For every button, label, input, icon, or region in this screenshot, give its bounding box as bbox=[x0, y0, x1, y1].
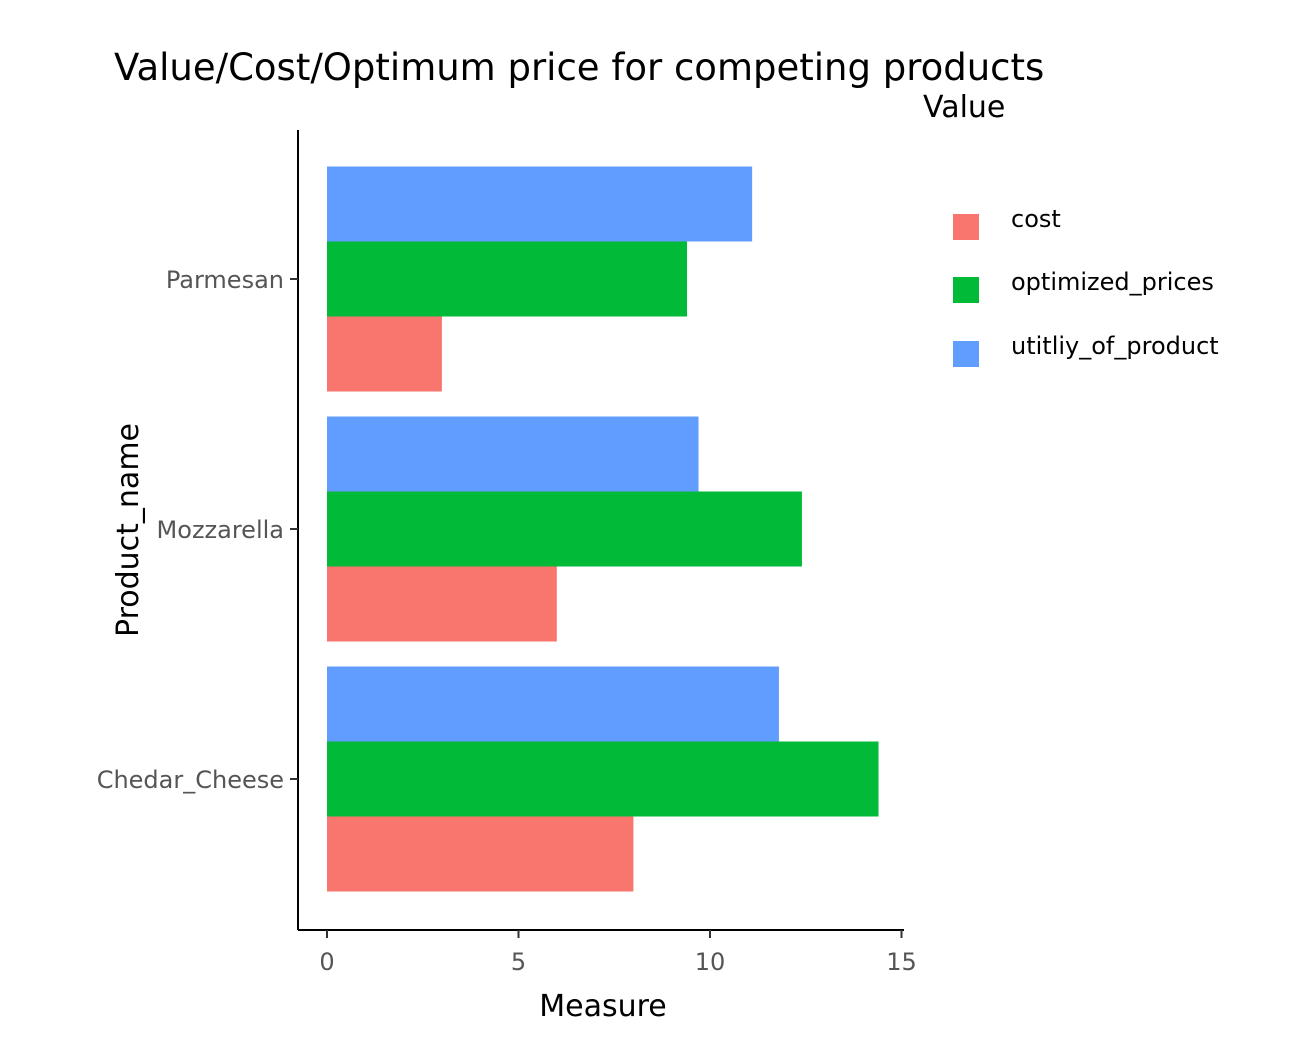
y-tick-label: Chedar_Cheese bbox=[97, 766, 284, 794]
x-axis-title: Measure bbox=[539, 989, 667, 1024]
chart-title: Value/Cost/Optimum price for competing p… bbox=[114, 46, 1044, 89]
legend-swatch-cost bbox=[953, 214, 979, 240]
bar-utitliy_of_product-Parmesan bbox=[327, 167, 752, 242]
legend-label-utitliy_of_product: utitliy_of_product bbox=[1011, 332, 1219, 360]
bar-utitliy_of_product-Mozzarella bbox=[327, 417, 699, 492]
bar-optimized_prices-Mozzarella bbox=[327, 492, 802, 567]
bar-cost-Chedar_Cheese bbox=[327, 817, 633, 892]
bar-utitliy_of_product-Chedar_Cheese bbox=[327, 667, 779, 742]
legend-title: Value bbox=[923, 90, 1005, 125]
x-axis-ticks: 0 5 10 15 bbox=[319, 930, 916, 976]
bars-group bbox=[327, 167, 879, 892]
bar-optimized_prices-Chedar_Cheese bbox=[327, 742, 879, 817]
legend-label-optimized_prices: optimized_prices bbox=[1011, 268, 1214, 296]
legend: cost optimized_prices utitliy_of_product bbox=[953, 205, 1219, 367]
x-tick-label: 10 bbox=[695, 948, 726, 976]
bar-cost-Mozzarella bbox=[327, 567, 557, 642]
y-axis-title: Product_name bbox=[111, 423, 146, 637]
legend-label-cost: cost bbox=[1011, 205, 1061, 233]
bar-cost-Parmesan bbox=[327, 317, 442, 392]
bar-optimized_prices-Parmesan bbox=[327, 242, 687, 317]
y-tick-label: Parmesan bbox=[166, 266, 284, 294]
legend-swatch-optimized_prices bbox=[953, 277, 979, 303]
x-tick-label: 5 bbox=[511, 948, 526, 976]
y-tick-label: Mozzarella bbox=[157, 516, 284, 544]
legend-swatch-utitliy_of_product bbox=[953, 341, 979, 367]
x-tick-label: 15 bbox=[886, 948, 917, 976]
x-tick-label: 0 bbox=[319, 948, 334, 976]
